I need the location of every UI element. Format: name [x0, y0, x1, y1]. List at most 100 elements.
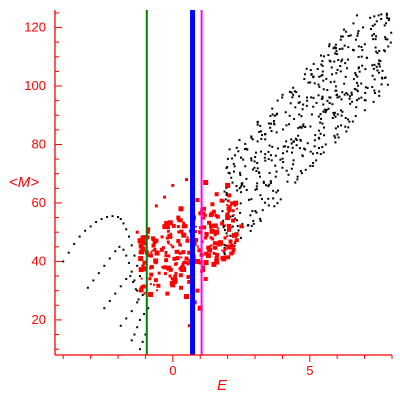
black-point — [315, 101, 318, 104]
black-point — [338, 48, 341, 51]
red-point — [214, 229, 220, 235]
black-point — [288, 90, 291, 93]
black-point — [257, 171, 260, 174]
black-point — [298, 95, 301, 98]
black-point — [294, 106, 297, 109]
black-point — [323, 134, 326, 137]
red-point — [187, 279, 192, 284]
black-point — [331, 103, 334, 106]
black-point — [301, 155, 304, 158]
black-point — [321, 60, 324, 63]
black-point — [240, 191, 243, 194]
black-point — [327, 54, 330, 57]
red-point — [153, 247, 157, 251]
red-point — [179, 285, 184, 290]
black-point — [259, 150, 262, 153]
red-point — [202, 225, 207, 230]
black-point — [327, 107, 330, 110]
black-point — [339, 109, 342, 112]
black-point — [238, 139, 241, 142]
black-point — [388, 17, 391, 20]
black-point — [316, 152, 319, 155]
black-point — [336, 68, 339, 71]
red-point — [234, 204, 237, 207]
black-point — [354, 74, 357, 77]
black-point — [222, 219, 225, 222]
red-point — [138, 256, 144, 262]
black-point — [133, 254, 136, 257]
black-point — [387, 19, 390, 22]
black-point — [313, 145, 316, 148]
red-point — [205, 253, 211, 259]
black-point — [73, 242, 76, 245]
black-point — [341, 47, 344, 50]
black-point — [259, 124, 262, 127]
black-point — [339, 38, 342, 41]
black-point — [261, 134, 264, 137]
black-point — [127, 261, 130, 264]
black-point — [225, 194, 228, 197]
black-point — [143, 313, 146, 316]
red-point — [174, 249, 179, 254]
black-point — [273, 122, 276, 125]
red-point — [139, 249, 145, 255]
black-point — [136, 301, 139, 304]
black-point — [133, 333, 136, 336]
black-point — [333, 60, 336, 63]
black-point — [384, 50, 387, 53]
black-point — [114, 250, 117, 253]
black-point — [373, 89, 376, 92]
black-point — [270, 130, 273, 133]
red-point — [195, 198, 200, 203]
black-point — [363, 43, 366, 46]
black-point — [225, 232, 228, 235]
black-point — [325, 77, 328, 80]
red-point — [198, 211, 203, 216]
black-point — [329, 60, 332, 63]
black-point — [364, 91, 367, 94]
black-point — [100, 218, 103, 221]
red-point — [156, 283, 161, 288]
black-point — [333, 134, 336, 137]
black-point — [387, 45, 390, 48]
red-point — [182, 221, 186, 225]
red-point — [144, 291, 147, 294]
black-point — [231, 181, 234, 184]
red-point — [211, 209, 216, 214]
red-point — [236, 231, 239, 234]
black-point — [238, 171, 241, 174]
black-point — [241, 223, 244, 226]
black-point — [302, 103, 305, 106]
black-point — [231, 215, 234, 218]
black-point — [281, 96, 284, 99]
black-point — [97, 272, 100, 275]
black-point — [232, 170, 235, 173]
black-point — [138, 318, 141, 321]
red-point — [226, 206, 231, 211]
black-point — [263, 201, 266, 204]
black-point — [333, 111, 336, 114]
red-point — [178, 251, 182, 255]
red-point — [229, 251, 234, 256]
black-point — [334, 85, 337, 88]
black-point — [338, 95, 341, 98]
black-point — [312, 105, 315, 108]
black-point — [303, 147, 306, 150]
black-point — [356, 81, 359, 84]
red-point — [234, 238, 239, 243]
black-point — [251, 210, 254, 213]
red-point — [149, 272, 154, 277]
black-point — [372, 67, 375, 70]
black-point — [290, 138, 293, 141]
red-point — [230, 201, 235, 206]
black-point — [62, 260, 65, 263]
black-point — [281, 93, 284, 96]
red-point — [195, 288, 200, 293]
black-point — [373, 63, 376, 66]
red-point — [213, 245, 218, 250]
black-point — [354, 38, 357, 41]
black-point — [339, 65, 342, 68]
black-point — [125, 228, 128, 231]
black-point — [279, 158, 282, 161]
black-point — [381, 69, 384, 72]
